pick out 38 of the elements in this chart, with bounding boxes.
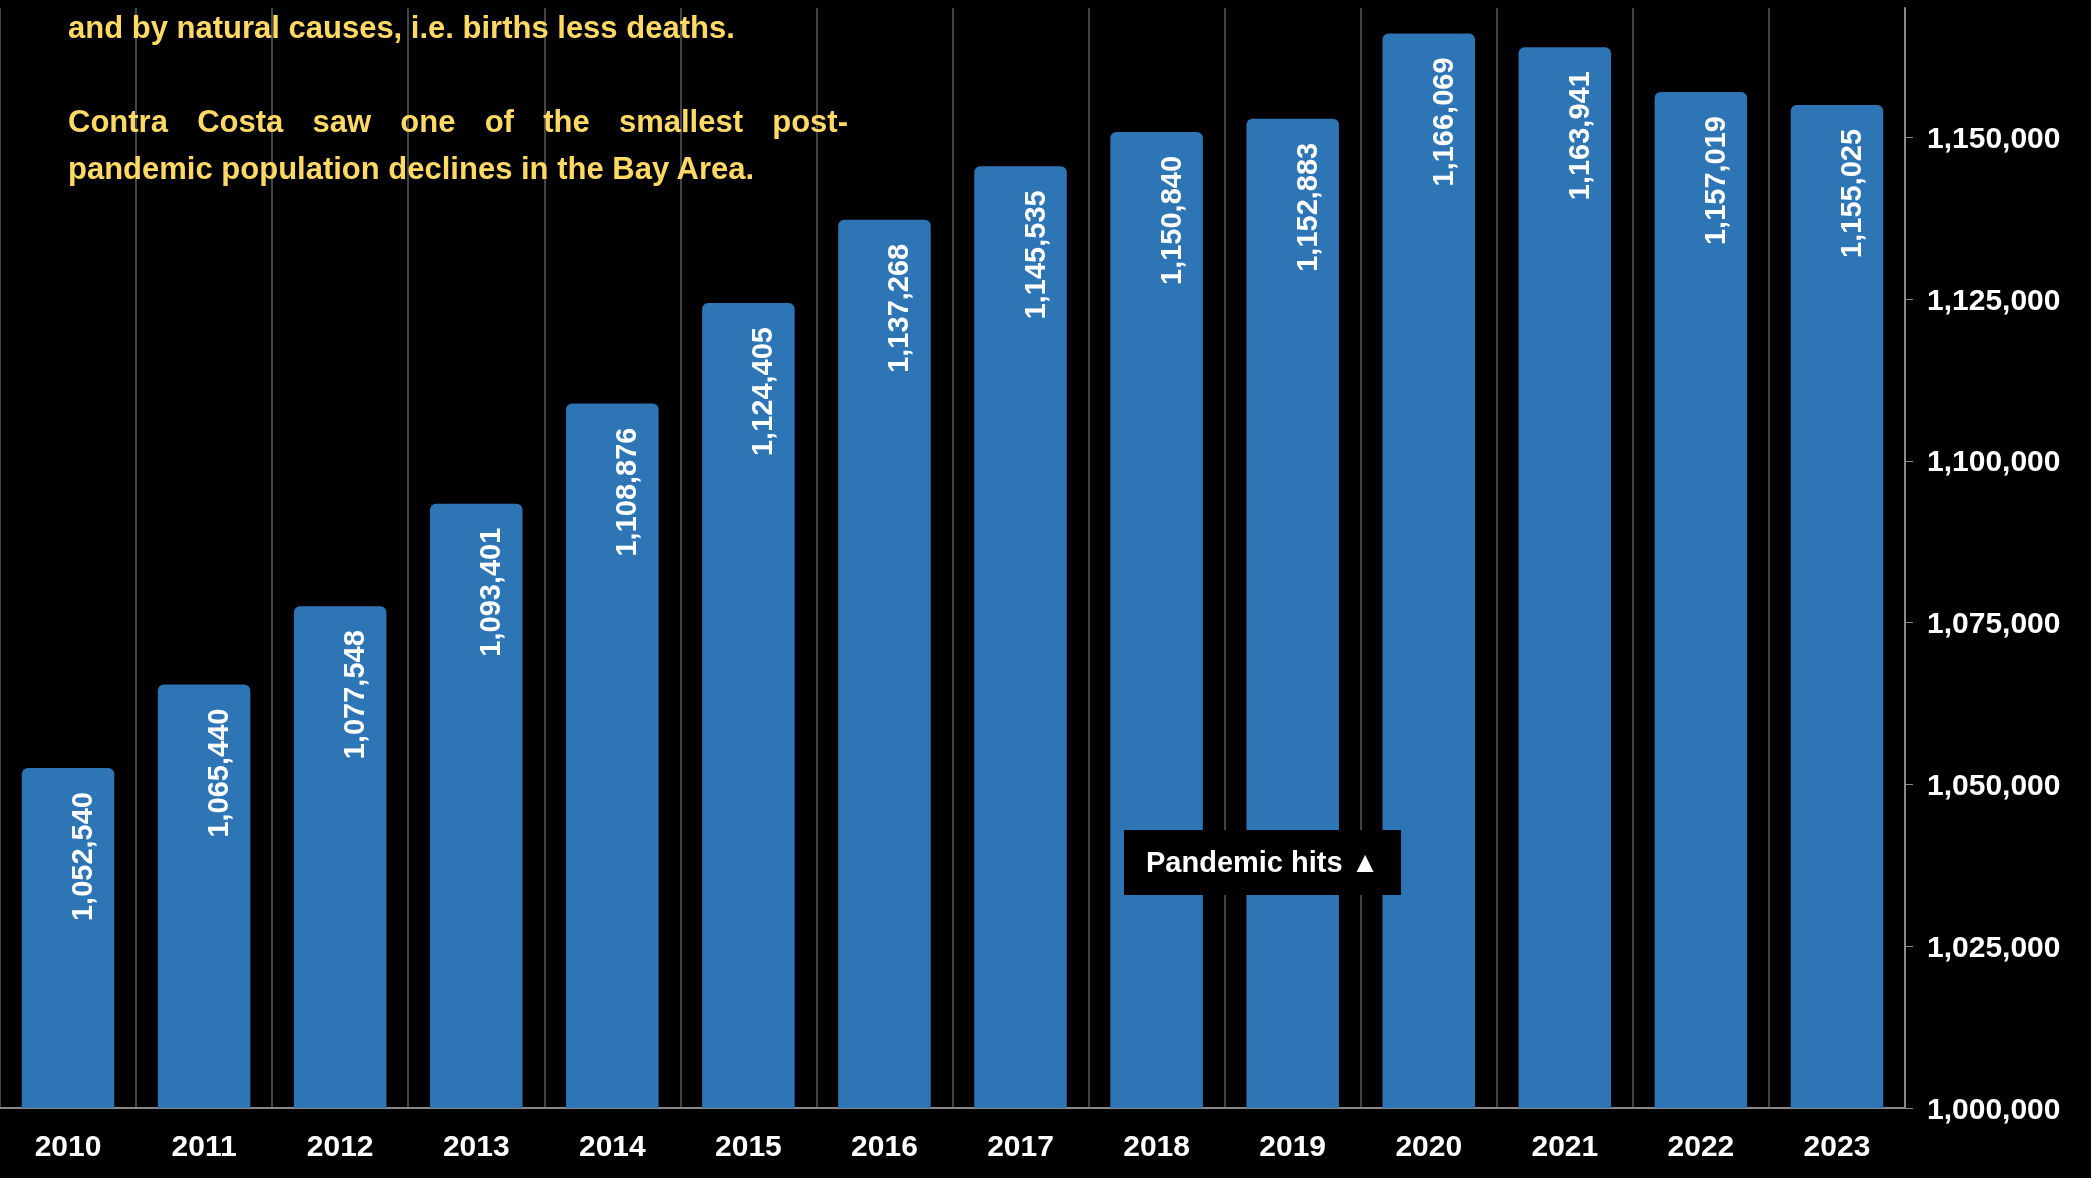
annotation: Contra Costa saw one of the smallest post-pandemic population declines in the Bay Area. <box>68 103 848 188</box>
x-tick-label: 2023 <box>1803 1128 1871 1162</box>
y-tick-label: 1,050,000 <box>1927 767 2061 801</box>
annotation: Pandemic hits ▲ <box>1124 830 1402 895</box>
data-label: 1,124,405 <box>746 327 779 457</box>
data-label: 1,163,941 <box>1562 71 1595 201</box>
x-tick-label: 2019 <box>1259 1128 1327 1162</box>
x-tick-label: 2016 <box>851 1128 918 1162</box>
y-tick-label: 1,075,000 <box>1927 606 2061 640</box>
x-tick-label: 2020 <box>1395 1128 1463 1162</box>
y-tick-label: 1,125,000 <box>1927 282 2061 316</box>
data-label: 1,152,883 <box>1290 142 1323 272</box>
x-tick-label: 2013 <box>442 1128 510 1162</box>
y-tick-label: 1,000,000 <box>1927 1091 2061 1125</box>
x-tick-label: 2010 <box>34 1128 102 1162</box>
y-tick-label: 1,150,000 <box>1927 120 2061 154</box>
y-tick-label: 1,100,000 <box>1927 444 2061 478</box>
x-tick-label: 2014 <box>578 1128 646 1162</box>
data-label: 1,145,535 <box>1018 190 1051 320</box>
x-tick-label: 2021 <box>1531 1128 1599 1162</box>
x-tick-label: 2011 <box>171 1128 237 1162</box>
data-label: 1,065,440 <box>202 708 235 838</box>
x-tick-label: 2018 <box>1123 1128 1190 1162</box>
data-label: 1,137,268 <box>882 243 915 373</box>
annotation: and by natural causes, i.e. births less deaths. <box>68 9 736 47</box>
data-label: 1,052,540 <box>66 792 99 922</box>
x-tick-label: 2012 <box>306 1128 374 1162</box>
x-tick-label: 2022 <box>1667 1128 1735 1162</box>
data-label: 1,150,840 <box>1154 155 1187 285</box>
data-label: 1,108,876 <box>610 427 643 557</box>
x-tick-label: 2017 <box>987 1128 1054 1162</box>
data-label: 1,166,069 <box>1426 57 1459 187</box>
y-tick-label: 1,025,000 <box>1927 929 2061 963</box>
data-label: 1,077,548 <box>338 630 371 760</box>
x-tick-label: 2015 <box>715 1128 782 1162</box>
data-label: 1,093,401 <box>474 527 507 657</box>
data-label: 1,155,025 <box>1834 128 1867 258</box>
data-label: 1,157,019 <box>1698 115 1731 246</box>
